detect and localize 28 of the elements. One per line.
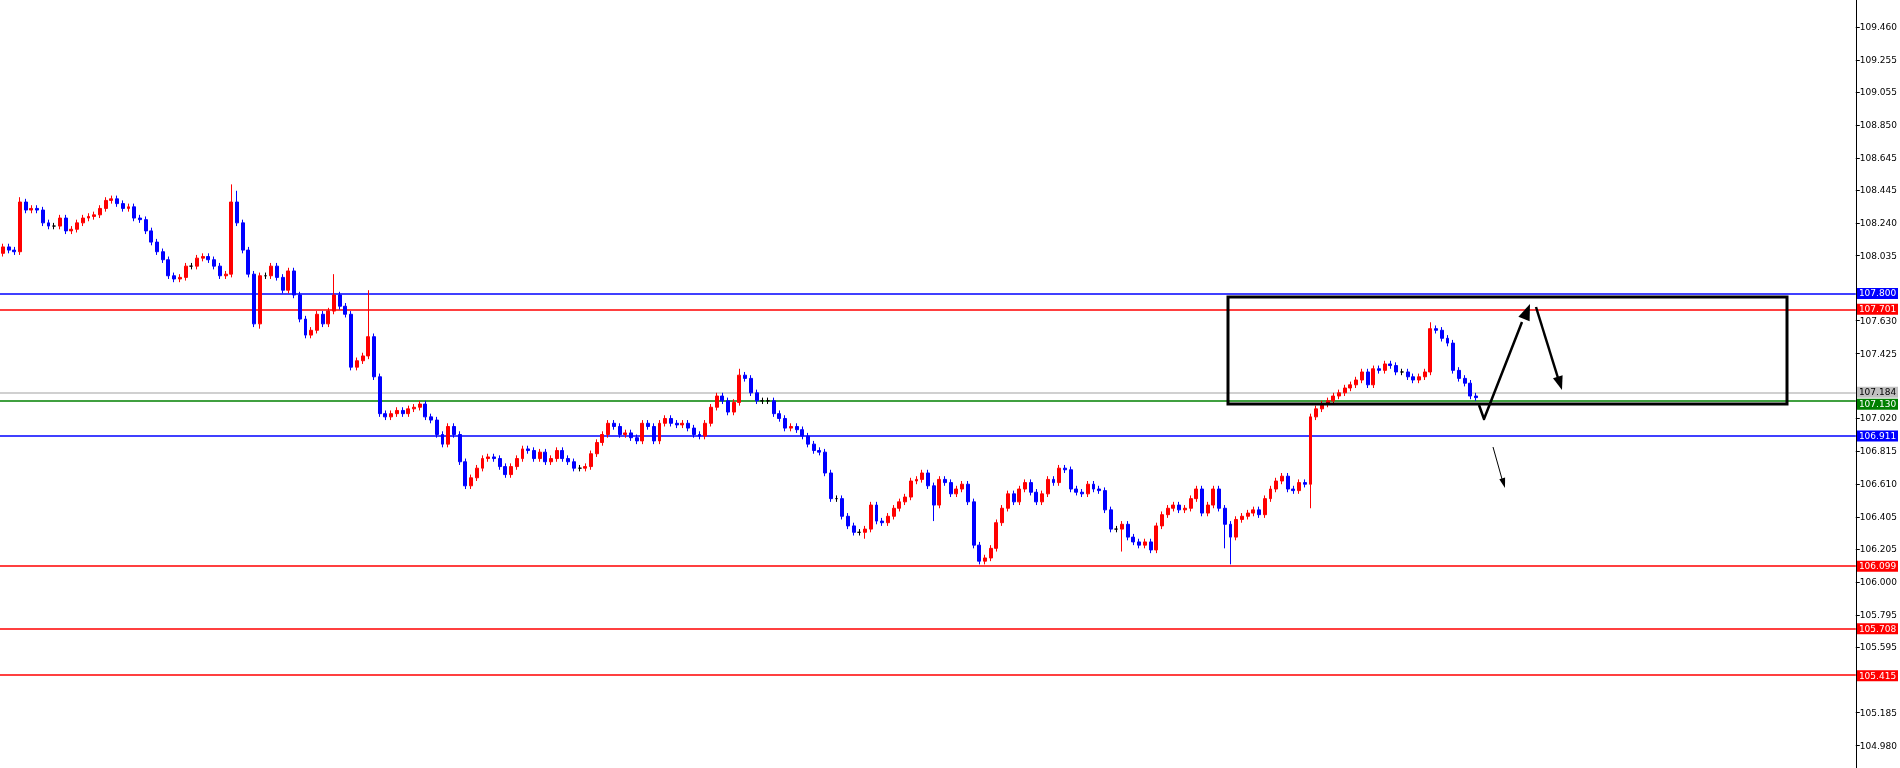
y-tick-label: 104.980 [1859,740,1898,751]
y-tick-label: 108.445 [1859,185,1897,195]
y-tick-label: 109.460 [1859,22,1898,33]
y-tick-label: 105.595 [1859,641,1897,652]
y-tick-label: 105.795 [1859,609,1897,620]
ref-line-label: 107.130 [1858,399,1897,410]
ref-line-label: 105.415 [1858,670,1897,681]
y-tick-label: 106.610 [1859,479,1898,490]
ref-line-label: 106.099 [1858,561,1897,572]
y-tick-label: 109.055 [1859,87,1897,98]
y-tick-label: 107.425 [1859,348,1897,359]
ref-line-label: 105.708 [1858,623,1897,634]
ref-line-label: 106.911 [1858,430,1897,441]
ref-line-label: 107.800 [1858,288,1897,299]
y-tick-label: 106.815 [1859,446,1897,457]
y-tick-label: 108.240 [1859,217,1898,228]
y-tick-label: 106.205 [1859,544,1897,555]
y-tick-label: 108.035 [1859,250,1897,261]
y-tick-label: 106.405 [1859,512,1897,523]
y-tick-label: 106.000 [1859,577,1898,588]
y-tick-label: 107.630 [1859,315,1898,326]
y-tick-label: 109.255 [1859,55,1897,66]
ref-line-label: 107.701 [1858,304,1897,315]
y-tick-label: 108.645 [1859,152,1897,163]
y-tick-label: 108.850 [1859,120,1898,131]
y-tick-label: 107.020 [1859,413,1898,424]
ref-line-label: 107.184 [1858,387,1897,398]
y-tick-label: 105.185 [1859,707,1897,718]
